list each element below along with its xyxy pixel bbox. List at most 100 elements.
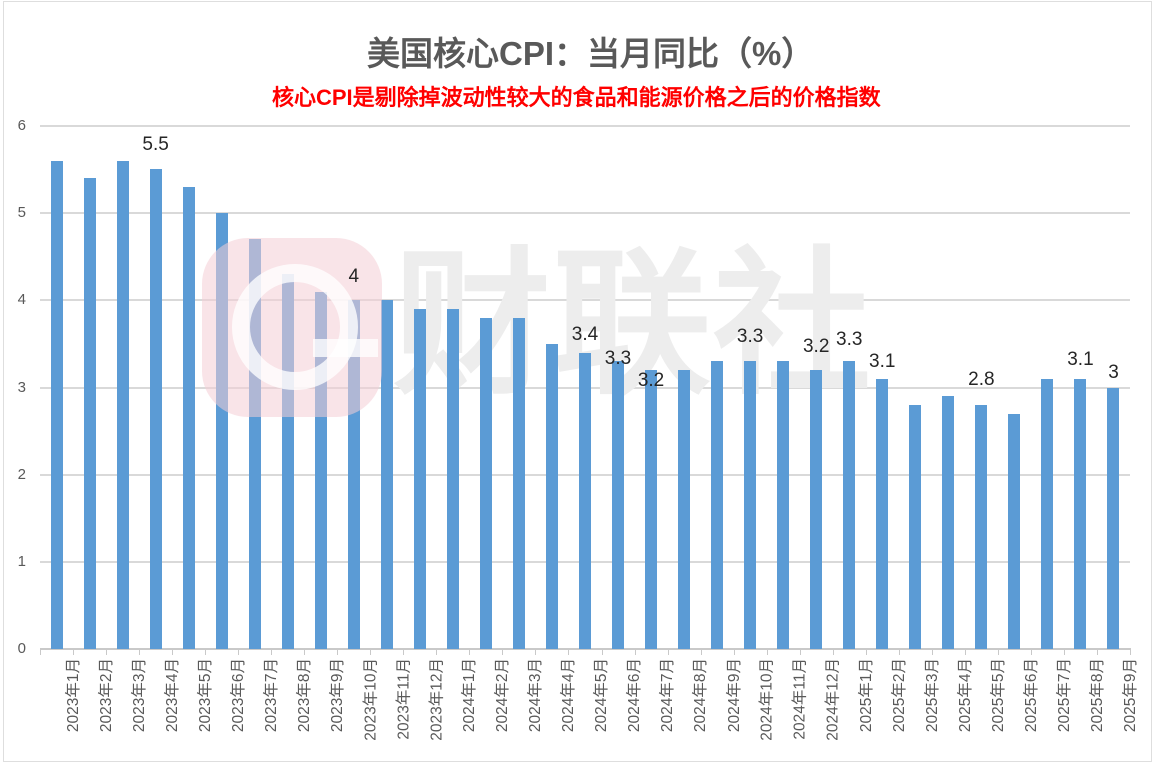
axis-tick (469, 650, 471, 655)
x-axis-label: 2023年7月 (263, 658, 281, 733)
axis-tick (799, 650, 801, 655)
x-axis-label: 2024年12月 (824, 658, 842, 741)
y-axis-label: 4 (17, 291, 26, 309)
x-axis-label: 2024年3月 (527, 658, 545, 733)
data-label: 3 (1108, 361, 1119, 383)
data-label: 2.8 (968, 369, 995, 390)
axis-tick (1063, 650, 1065, 655)
data-label: 3.1 (869, 350, 896, 372)
axis-tick (40, 650, 41, 655)
axis-tick (865, 650, 867, 655)
bar (711, 361, 724, 649)
x-axis-label: 2024年8月 (692, 658, 710, 733)
bar (446, 308, 459, 649)
x-axis-label: 2024年6月 (626, 658, 644, 733)
bar (413, 308, 426, 649)
x-axis-label: 2025年2月 (890, 658, 908, 733)
axis-tick (964, 650, 966, 655)
y-axis-label: 2 (17, 465, 26, 483)
bar (876, 378, 889, 649)
gridline (40, 211, 1130, 214)
axis-tick (436, 650, 438, 655)
bar (843, 361, 856, 649)
axis-tick (997, 650, 999, 655)
axis-tick (172, 650, 174, 655)
x-axis-label: 2023年3月 (131, 658, 149, 733)
x-axis-label: 2025年5月 (989, 658, 1007, 733)
bar (50, 160, 63, 649)
x-axis-label: 2025年3月 (923, 658, 941, 733)
axis-tick (1130, 650, 1131, 655)
x-axis-label: 2023年9月 (329, 658, 347, 733)
axis-tick (238, 650, 240, 655)
data-label: 4 (348, 266, 360, 288)
y-axis-label: 0 (17, 640, 26, 658)
axis-tick (1030, 650, 1032, 655)
data-label: 3.3 (736, 326, 764, 348)
data-label: 3.4 (571, 323, 599, 345)
data-label: 3.3 (604, 348, 632, 370)
axis-tick (832, 650, 834, 655)
axis-tick (601, 650, 603, 655)
data-label: 3.2 (637, 370, 665, 392)
data-label: 5.5 (142, 134, 169, 156)
axis-tick (568, 650, 570, 655)
x-axis-label: 2023年4月 (164, 658, 182, 733)
bar (149, 169, 162, 649)
axis-tick (271, 650, 273, 655)
y-axis-label: 5 (17, 203, 26, 221)
bar (1074, 378, 1087, 649)
axis-tick (370, 650, 372, 655)
bar (612, 361, 625, 649)
bar (116, 160, 129, 649)
x-axis-label: 2024年1月 (461, 658, 479, 733)
data-label: 3.3 (836, 329, 863, 351)
x-axis-label: 2023年1月 (65, 658, 83, 733)
axis-tick (337, 650, 339, 655)
x-axis-label: 2023年6月 (230, 658, 248, 733)
axis-tick (634, 650, 636, 655)
bar (975, 405, 988, 649)
bar (479, 317, 492, 649)
bar (1008, 413, 1021, 649)
x-axis-label: 2024年4月 (560, 658, 578, 733)
x-axis-label: 2024年11月 (791, 658, 809, 740)
axis-tick (766, 650, 768, 655)
axis-tick (535, 650, 537, 655)
axis-tick (403, 650, 405, 655)
x-axis-label: 2024年2月 (494, 658, 512, 733)
bar (579, 352, 591, 649)
bar (380, 300, 393, 649)
x-axis-label: 2024年9月 (725, 658, 743, 733)
axis-tick (1096, 650, 1098, 655)
logo-slot-shape (313, 339, 378, 357)
x-axis-label: 2024年5月 (593, 658, 611, 733)
bar (545, 343, 558, 649)
x-axis-label: 2024年7月 (659, 658, 677, 733)
x-axis-label: 2025年8月 (1088, 658, 1106, 733)
data-label: 3.1 (1067, 348, 1094, 370)
x-axis-label: 2023年11月 (395, 658, 413, 740)
chart-title: 美国核心CPI：当月同比（%） (367, 35, 815, 72)
bar (83, 178, 96, 649)
axis-tick (898, 650, 900, 655)
bar (678, 370, 691, 649)
x-axis-label: 2023年10月 (362, 658, 380, 741)
x-axis-label: 2025年6月 (1022, 658, 1040, 733)
axis-tick (733, 650, 735, 655)
axis-tick (304, 650, 306, 655)
axis-tick (139, 650, 141, 655)
bar (1041, 378, 1054, 649)
bar (744, 361, 757, 649)
bar (1107, 387, 1120, 649)
bar (777, 361, 790, 649)
x-axis-label: 2025年7月 (1055, 658, 1073, 733)
cailianshe-watermark-logo-icon (202, 238, 382, 417)
data-label: 3.2 (802, 336, 830, 358)
axis-tick (667, 650, 669, 655)
x-axis-label: 2025年4月 (956, 658, 974, 733)
axis-tick (700, 650, 702, 655)
chart-subtitle: 核心CPI是剔除掉波动性较大的食品和能源价格之后的价格指数 (272, 85, 881, 110)
bar (512, 317, 525, 649)
